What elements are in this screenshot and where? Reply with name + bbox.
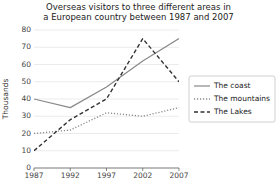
y-tick-label: 60: [21, 60, 31, 69]
lines: [34, 39, 179, 151]
y-tick-label: 20: [21, 129, 31, 138]
y-tick-label: 80: [21, 25, 31, 34]
series-line: [34, 108, 179, 134]
grid-line: [34, 81, 179, 82]
grid-line: [34, 133, 179, 134]
y-tick-label: 70: [21, 42, 31, 51]
legend-label: The Lakes: [213, 107, 252, 116]
legend-swatch: [194, 85, 210, 86]
legend-box: [189, 76, 275, 122]
grid-line: [34, 64, 179, 65]
y-axis-label: Thousands: [1, 79, 10, 121]
legend-label: The coast: [213, 81, 251, 90]
y-tick-label: 10: [21, 146, 31, 155]
x-tick-label: 2007: [169, 171, 188, 180]
grid-line: [34, 116, 179, 117]
x-tick-label: 2002: [133, 171, 152, 180]
grid-line: [34, 99, 179, 100]
title: Overseas visitors to three different are…: [43, 2, 233, 22]
chart: Overseas visitors to three different are…: [0, 0, 277, 182]
x-tick-label: 1997: [97, 171, 116, 180]
title-line: a European country between 1987 and 2007: [43, 12, 233, 22]
grid-line: [34, 47, 179, 48]
y-tick-label: 30: [21, 111, 31, 120]
title-line: Overseas visitors to three different are…: [46, 2, 231, 12]
x-tick-label: 1987: [24, 171, 43, 180]
series-line: [34, 39, 179, 108]
legend-swatch: [194, 111, 210, 112]
x-axis: 1987 1992 1997 2002 2007: [24, 168, 188, 180]
grid-line: [34, 30, 179, 31]
legend-label: The mountains: [213, 94, 270, 103]
legend: The coast The mountains The Lakes: [189, 76, 275, 122]
series-line: [34, 39, 179, 151]
grid-line: [34, 150, 179, 151]
y-tick-label: 40: [21, 94, 31, 103]
legend-swatch: [194, 98, 210, 99]
y-tick-label: 50: [21, 77, 31, 86]
x-tick-label: 1992: [61, 171, 80, 180]
y-axis: 01020304050607080Thousands: [1, 25, 179, 172]
